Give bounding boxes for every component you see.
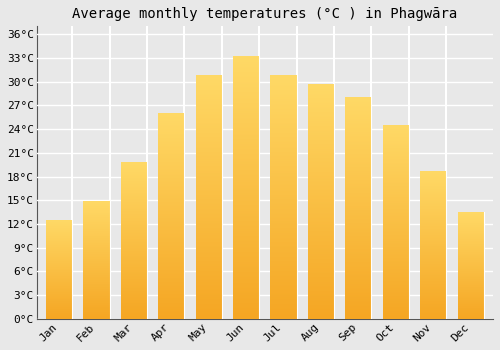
Title: Average monthly temperatures (°C ) in Phagwāra: Average monthly temperatures (°C ) in Ph… [72,7,458,21]
